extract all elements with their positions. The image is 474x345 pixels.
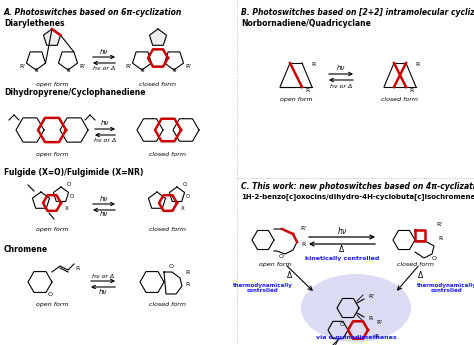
Text: R: R xyxy=(374,334,378,338)
Text: hν: hν xyxy=(100,196,108,202)
Text: R: R xyxy=(312,62,316,68)
Text: R': R' xyxy=(376,319,382,325)
Text: thermodynamically
controlled: thermodynamically controlled xyxy=(233,283,293,293)
Text: closed form: closed form xyxy=(398,262,435,267)
Text: O: O xyxy=(279,254,283,258)
Text: hν: hν xyxy=(337,65,345,71)
Text: hν or Δ: hν or Δ xyxy=(92,274,114,278)
Text: Norbornadiene/Quadricyclane: Norbornadiene/Quadricyclane xyxy=(241,19,371,28)
Text: A. Photoswitches based on 6π-cyclization: A. Photoswitches based on 6π-cyclization xyxy=(4,8,182,17)
Text: X: X xyxy=(65,207,69,211)
Text: Δ: Δ xyxy=(418,272,423,280)
Text: C. This work: new photoswitches based on 4π-cyclization: C. This work: new photoswitches based on… xyxy=(241,182,474,191)
Text: S: S xyxy=(140,68,144,72)
Text: kinetically controlled: kinetically controlled xyxy=(305,256,379,261)
Text: open form: open form xyxy=(280,97,312,102)
Text: hν: hν xyxy=(101,120,109,126)
Text: R': R' xyxy=(19,63,25,69)
Text: hν: hν xyxy=(337,227,346,236)
Text: closed form: closed form xyxy=(149,152,186,157)
Text: R': R' xyxy=(436,223,442,227)
Text: R: R xyxy=(438,236,442,240)
Text: R: R xyxy=(306,89,310,93)
Text: R: R xyxy=(301,241,305,246)
Text: R: R xyxy=(416,62,420,68)
Text: O: O xyxy=(70,195,74,199)
Text: open form: open form xyxy=(36,227,68,232)
Text: O: O xyxy=(183,183,187,187)
Polygon shape xyxy=(44,29,61,45)
Text: S: S xyxy=(66,68,70,72)
Text: O: O xyxy=(67,183,71,187)
Text: R: R xyxy=(76,266,80,270)
Text: R': R' xyxy=(368,294,374,298)
Text: R: R xyxy=(186,282,190,286)
Text: Δ: Δ xyxy=(339,245,345,254)
Text: R': R' xyxy=(79,63,85,69)
Text: via o-quinodimethanes: via o-quinodimethanes xyxy=(316,335,396,340)
Text: hν or Δ: hν or Δ xyxy=(330,83,352,89)
Text: hν: hν xyxy=(100,49,108,55)
Text: hν or Δ: hν or Δ xyxy=(93,66,115,70)
Text: B. Photoswitches based on [2+2] intramolecular cyclization: B. Photoswitches based on [2+2] intramol… xyxy=(241,8,474,17)
Text: closed form: closed form xyxy=(149,302,186,307)
Text: closed form: closed form xyxy=(149,227,186,232)
Text: open form: open form xyxy=(259,262,292,267)
Text: open form: open form xyxy=(36,82,68,87)
Text: open form: open form xyxy=(36,302,68,307)
Text: O: O xyxy=(168,264,173,268)
Text: O: O xyxy=(339,322,345,326)
Text: Diarylethenes: Diarylethenes xyxy=(4,19,64,28)
Text: closed form: closed form xyxy=(139,82,176,87)
Text: R': R' xyxy=(185,63,191,69)
Text: open form: open form xyxy=(36,152,68,157)
Text: S: S xyxy=(34,68,38,72)
Text: hν: hν xyxy=(99,289,107,295)
Text: R': R' xyxy=(300,226,306,230)
Ellipse shape xyxy=(301,274,411,342)
Text: hν: hν xyxy=(100,211,108,217)
Text: 1H-2-benzo[c]oxocins/dihydro-4H-cyclobuta[c]isochromenes: 1H-2-benzo[c]oxocins/dihydro-4H-cyclobut… xyxy=(241,193,474,200)
Text: R: R xyxy=(410,89,414,93)
Text: Chromene: Chromene xyxy=(4,245,48,254)
Text: O: O xyxy=(431,256,437,260)
Text: O: O xyxy=(186,195,190,199)
Text: hν or Δ: hν or Δ xyxy=(94,138,116,142)
Text: thermodynamically
controlled: thermodynamically controlled xyxy=(417,283,474,293)
Text: R: R xyxy=(186,269,190,275)
Text: R: R xyxy=(368,315,372,321)
Text: S: S xyxy=(172,68,176,72)
Text: Fulgide (X=O)/Fulgimide (X=NR): Fulgide (X=O)/Fulgimide (X=NR) xyxy=(4,168,143,177)
Text: Dihydropyrene/Cyclophanediene: Dihydropyrene/Cyclophanediene xyxy=(4,88,146,97)
Text: O: O xyxy=(47,292,53,296)
Polygon shape xyxy=(149,29,166,45)
Text: X: X xyxy=(181,207,185,211)
Text: Δ: Δ xyxy=(287,272,292,280)
Text: R': R' xyxy=(125,63,131,69)
Text: closed form: closed form xyxy=(382,97,419,102)
